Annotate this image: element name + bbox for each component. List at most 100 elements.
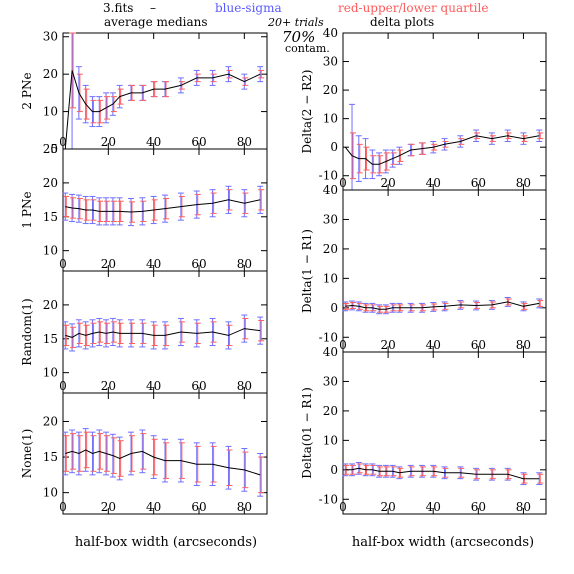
y-tick-label: 40 — [323, 183, 338, 197]
contamination-percent: 70% — [282, 28, 315, 46]
x-tick-label: 0 — [59, 135, 67, 149]
y-tick-label: 30 — [43, 30, 58, 44]
x-tick-label: 40 — [426, 176, 441, 190]
median-line — [65, 328, 261, 338]
panel-left-4: 0 20 40 60 80 10 15 20 None(1) — [20, 392, 268, 515]
y-tick-label: 0 — [330, 140, 338, 154]
x-tick-label: 40 — [146, 500, 161, 514]
y-tick-label: 0 — [50, 142, 58, 156]
plot-frame — [342, 189, 547, 353]
plot-frame — [342, 351, 547, 515]
y-tick-label: 20 — [43, 414, 58, 428]
x-tick-label: 40 — [426, 338, 441, 352]
x-tick-label: 80 — [516, 338, 531, 352]
left-x-axis-label: half-box width (arcseconds) — [75, 535, 257, 550]
y-tick-label: 10 — [43, 244, 58, 258]
x-tick-label: 20 — [380, 500, 395, 514]
median-line — [344, 135, 540, 165]
x-tick-label: 40 — [146, 135, 161, 149]
median-line — [65, 449, 261, 476]
y-tick-label: 40 — [323, 345, 338, 359]
y-tick-label: 10 — [323, 271, 338, 285]
y-tick-label: 10 — [43, 486, 58, 500]
y-tick-label: 20 — [323, 404, 338, 418]
y-axis-label: Delta(1 − R1) — [300, 229, 314, 313]
contamination-label: contam. — [285, 42, 330, 55]
x-tick-label: 60 — [191, 500, 206, 514]
x-tick-label: 0 — [59, 379, 67, 393]
x-tick-label: 60 — [191, 135, 206, 149]
right-x-axis-label: half-box width (arcseconds) — [352, 535, 534, 550]
y-tick-label: 30 — [323, 374, 338, 388]
y-tick-label: 10 — [323, 112, 338, 126]
plot-frame — [62, 392, 268, 515]
y-tick-label: 30 — [323, 212, 338, 226]
file-label: 3.fits — [103, 1, 133, 15]
y-tick-label: 20 — [323, 242, 338, 256]
trials-label: 20+ trials — [267, 16, 324, 29]
panel-left-1: 0 20 40 60 80 0 10 20 30 2 PNe — [20, 30, 268, 156]
y-tick-label: 0 — [330, 463, 338, 477]
y-axis-label: Delta(01 − R1) — [300, 387, 314, 479]
x-tick-label: 20 — [101, 135, 116, 149]
y-tick-label: 20 — [43, 298, 58, 312]
x-tick-label: 20 — [101, 257, 116, 271]
y-tick-label: 20 — [323, 83, 338, 97]
red-legend-label: red-upper/lower quartile — [338, 1, 488, 15]
y-tick-label: 30 — [323, 55, 338, 69]
x-tick-label: 20 — [101, 379, 116, 393]
x-tick-label: 20 — [380, 176, 395, 190]
x-tick-label: 80 — [516, 500, 531, 514]
y-tick-label: 10 — [43, 105, 58, 119]
y-tick-label: 15 — [43, 332, 58, 346]
x-tick-label: 40 — [146, 257, 161, 271]
y-tick-label: 40 — [323, 26, 338, 40]
blue-legend-label: blue-sigma — [215, 1, 282, 15]
x-tick-label: 60 — [471, 176, 486, 190]
panel-left-3: 0 20 40 60 80 10 15 20 Random(1) — [20, 270, 268, 394]
x-tick-label: 40 — [426, 500, 441, 514]
y-axis-label: 2 PNe — [20, 72, 34, 109]
y-tick-label: 20 — [43, 67, 58, 81]
y-tick-label: 15 — [43, 450, 58, 464]
x-tick-label: 60 — [471, 338, 486, 352]
y-axis-label: None(1) — [20, 429, 34, 479]
x-tick-label: 80 — [237, 135, 252, 149]
median-line — [345, 467, 540, 480]
x-tick-label: 80 — [237, 257, 252, 271]
x-tick-label: 20 — [101, 500, 116, 514]
x-tick-label: 0 — [59, 500, 67, 514]
left-column-title: average medians — [104, 15, 208, 29]
panel-left-2: 0 20 40 60 80 10 15 20 25 1 PNe — [20, 142, 268, 272]
x-tick-label: 0 — [339, 176, 347, 190]
y-tick-label: -10 — [319, 330, 338, 344]
median-line — [65, 199, 261, 213]
y-axis-label: Random(1) — [20, 298, 34, 365]
x-tick-label: 60 — [471, 500, 486, 514]
y-tick-label: -10 — [319, 169, 338, 183]
x-tick-label: 40 — [146, 379, 161, 393]
y-axis-label: Delta(2 − R2) — [300, 70, 314, 154]
x-tick-label: 20 — [380, 338, 395, 352]
x-tick-label: 0 — [59, 257, 67, 271]
y-tick-label: -10 — [319, 492, 338, 506]
x-tick-label: 0 — [339, 500, 347, 514]
y-tick-label: 15 — [43, 210, 58, 224]
dash: – — [150, 1, 156, 15]
y-tick-label: 10 — [43, 366, 58, 380]
x-tick-label: 80 — [237, 500, 252, 514]
y-tick-label: 25 — [43, 142, 58, 156]
x-tick-label: 80 — [516, 176, 531, 190]
x-tick-label: 60 — [191, 257, 206, 271]
y-tick-label: 20 — [43, 176, 58, 190]
x-tick-label: 80 — [237, 379, 252, 393]
median-line — [64, 70, 261, 150]
x-tick-label: 60 — [191, 379, 206, 393]
x-tick-label: 0 — [339, 338, 347, 352]
median-line — [345, 301, 540, 310]
